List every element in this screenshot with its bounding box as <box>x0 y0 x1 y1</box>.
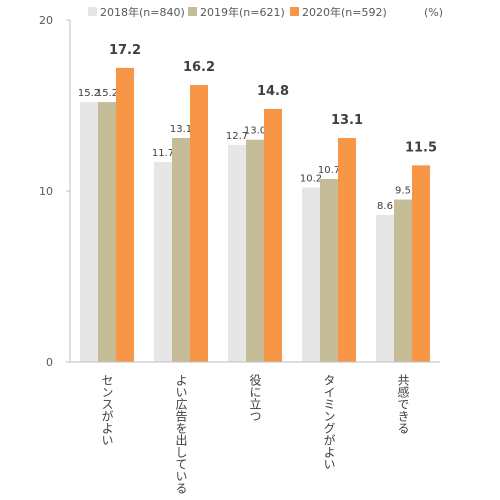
data-label: 10.7 <box>318 165 340 176</box>
data-label: 17.2 <box>109 43 141 58</box>
unit-label: (%) <box>424 6 443 19</box>
y-tick-label: 20 <box>39 14 53 27</box>
y-tick-label: 10 <box>39 185 53 198</box>
bar <box>80 102 98 362</box>
data-label: 16.2 <box>183 60 215 75</box>
category-label: センスがよい <box>100 374 114 446</box>
bar <box>246 139 264 362</box>
bar <box>154 161 172 362</box>
legend-swatch <box>88 7 97 16</box>
data-label: 14.8 <box>257 84 289 99</box>
bars: 15.2 11.7 12.7 10.2 8.6 15.2 13.1 13.0 10.7 9.5 17… <box>78 43 437 362</box>
data-label: 9.5 <box>395 186 411 197</box>
data-label: 13.1 <box>331 113 363 128</box>
bar <box>172 137 190 362</box>
bar <box>338 137 356 362</box>
data-label: 15.2 <box>78 88 100 99</box>
legend-label: 2019年(n=621) <box>200 5 285 19</box>
category-label: 役に立つ <box>248 373 262 422</box>
bar <box>116 67 134 362</box>
legend-label: 2020年(n=592) <box>302 5 387 19</box>
y-tick-label: 0 <box>46 356 53 369</box>
bar <box>394 199 412 362</box>
bar <box>320 179 338 362</box>
data-label: 11.7 <box>152 148 174 159</box>
data-label: 12.7 <box>226 131 248 142</box>
bar <box>412 165 430 362</box>
legend-label: 2018年(n=840) <box>100 5 185 19</box>
x-axis: センスがよい よい広告を出している 役に立つ タイミングがよい 共感できる <box>70 361 440 494</box>
data-label: 13.1 <box>170 124 192 135</box>
data-label: 8.6 <box>377 201 393 212</box>
data-label: 11.5 <box>405 140 437 155</box>
bar <box>228 144 246 362</box>
legend-swatch <box>290 7 299 16</box>
bar <box>98 102 116 362</box>
bar <box>264 108 282 362</box>
bar <box>302 187 320 362</box>
category-label: 共感できる <box>396 374 410 434</box>
bar <box>190 84 208 362</box>
category-label: よい広告を出している <box>174 374 188 494</box>
data-label: 10.2 <box>300 174 322 185</box>
bar <box>376 214 394 362</box>
data-label: 15.2 <box>96 88 118 99</box>
data-label: 13.0 <box>244 126 266 137</box>
category-label: タイミングがよい <box>322 374 336 470</box>
legend: 2018年(n=840) 2019年(n=621) 2020年(n=592) <box>88 5 387 19</box>
legend-swatch <box>188 7 197 16</box>
y-axis: 0 10 20 <box>39 14 71 369</box>
